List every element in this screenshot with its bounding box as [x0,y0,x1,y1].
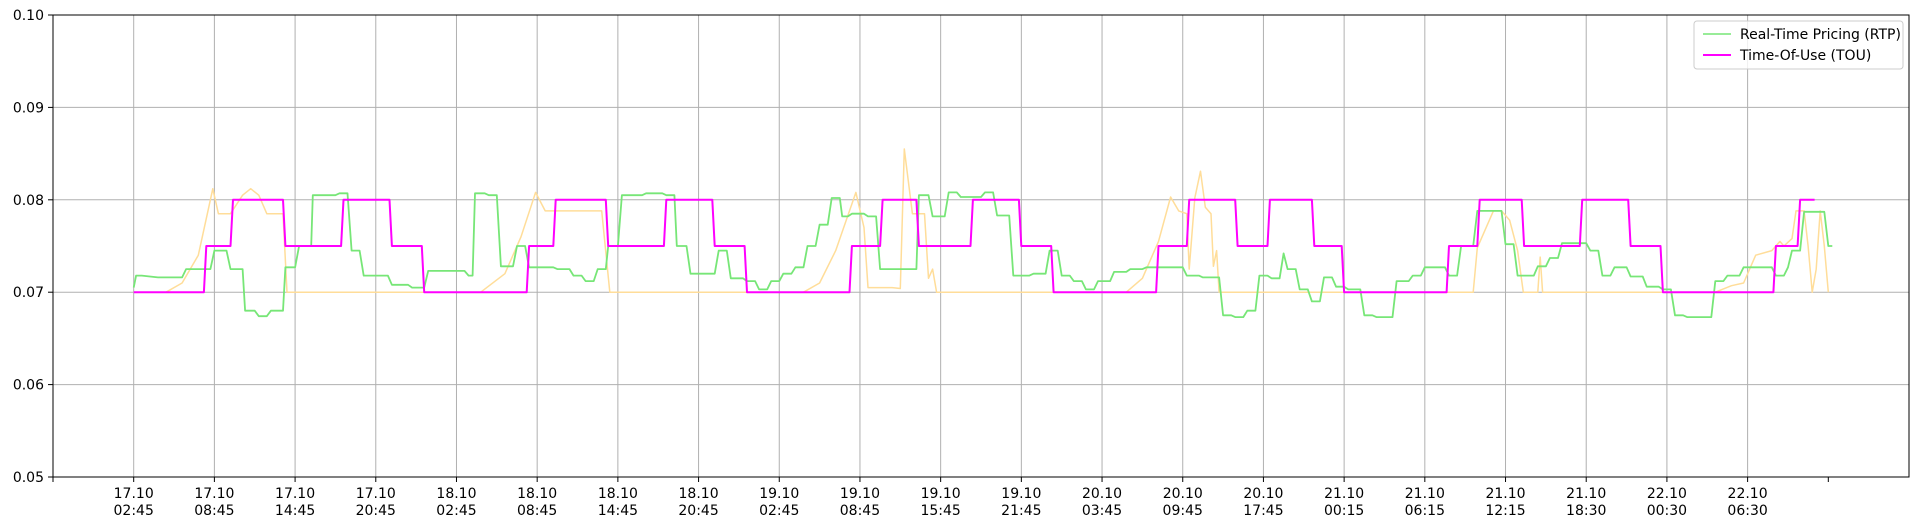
x-tick-label-time: 08:45 [194,503,234,519]
x-tick-label-date: 21.10 [1324,486,1364,502]
x-tick-label-time: 14:45 [275,503,315,519]
series-line-background [133,148,1830,293]
x-tick-label-date: 17.10 [114,486,154,502]
y-axis-ticks: 0.05 0.06 0.07 0.08 0.09 0.10 [13,8,53,486]
x-tick-label-time: 02:45 [436,503,476,519]
x-tick-label-date: 20.10 [1163,486,1203,502]
x-tick-label-time: 20:45 [356,503,396,519]
x-tick-label-time: 06:15 [1405,503,1445,519]
plot-area [53,15,1909,477]
x-tick-label-date: 19.10 [1001,486,1041,502]
x-tick-label-date: 19.10 [840,486,880,502]
y-tick-label: 0.06 [13,378,44,394]
x-tick-label-date: 19.10 [759,486,799,502]
legend-label-rtp: Real-Time Pricing (RTP) [1740,27,1901,43]
x-tick-label-time: 06:30 [1727,503,1767,519]
x-tick-label-time: 02:45 [114,503,154,519]
x-tick-label-date: 22.10 [1728,486,1768,502]
x-tick-label-time: 00:30 [1647,503,1687,519]
x-tick-label-time: 08:45 [840,503,880,519]
series-lines [132,148,1833,318]
x-tick-label-time: 02:45 [759,503,799,519]
x-tick-label-date: 17.10 [356,486,396,502]
x-tick-label-date: 21.10 [1485,486,1525,502]
x-tick-label-date: 17.10 [194,486,234,502]
x-tick-label-time: 18:30 [1566,503,1606,519]
x-tick-label-time: 15:45 [920,503,960,519]
y-tick-label: 0.07 [13,285,44,301]
x-tick-label-date: 20.10 [1243,486,1283,502]
x-tick-label-date: 17.10 [275,486,315,502]
plot-frame [52,14,1910,478]
x-tick-label-date: 20.10 [1082,486,1122,502]
y-tick-label: 0.09 [13,100,44,116]
y-tick-label: 0.05 [13,470,44,486]
x-tick-label-time: 00:15 [1324,503,1364,519]
x-tick-label-date: 21.10 [1405,486,1445,502]
x-tick-label-date: 18.10 [598,486,638,502]
x-tick-label-time: 08:45 [517,503,557,519]
y-tick-label: 0.08 [13,193,44,209]
series-line-rtp [132,191,1833,318]
legend: Real-Time Pricing (RTP) Time-Of-Use (TOU… [1693,20,1904,70]
x-tick-label-time: 03:45 [1082,503,1122,519]
x-tick-label-time: 17:45 [1243,503,1283,519]
x-axis-ticks: 17.1002:4517.1008:4517.1014:4517.1020:45… [52,477,1829,519]
x-tick-label-date: 18.10 [517,486,557,502]
x-tick-label-time: 12:15 [1485,503,1525,519]
x-tick-label-date: 19.10 [921,486,961,502]
x-tick-label-date: 22.10 [1647,486,1687,502]
x-tick-label-date: 18.10 [436,486,476,502]
x-tick-label-time: 20:45 [678,503,718,519]
x-tick-label-time: 09:45 [1163,503,1203,519]
series-line-tou [133,198,1815,294]
y-tick-label: 0.10 [13,8,44,24]
x-tick-label-time: 14:45 [598,503,638,519]
x-tick-label-time: 21:45 [1001,503,1041,519]
legend-label-tou: Time-Of-Use (TOU) [1739,48,1871,64]
x-tick-label-date: 18.10 [679,486,719,502]
x-tick-label-date: 21.10 [1566,486,1606,502]
